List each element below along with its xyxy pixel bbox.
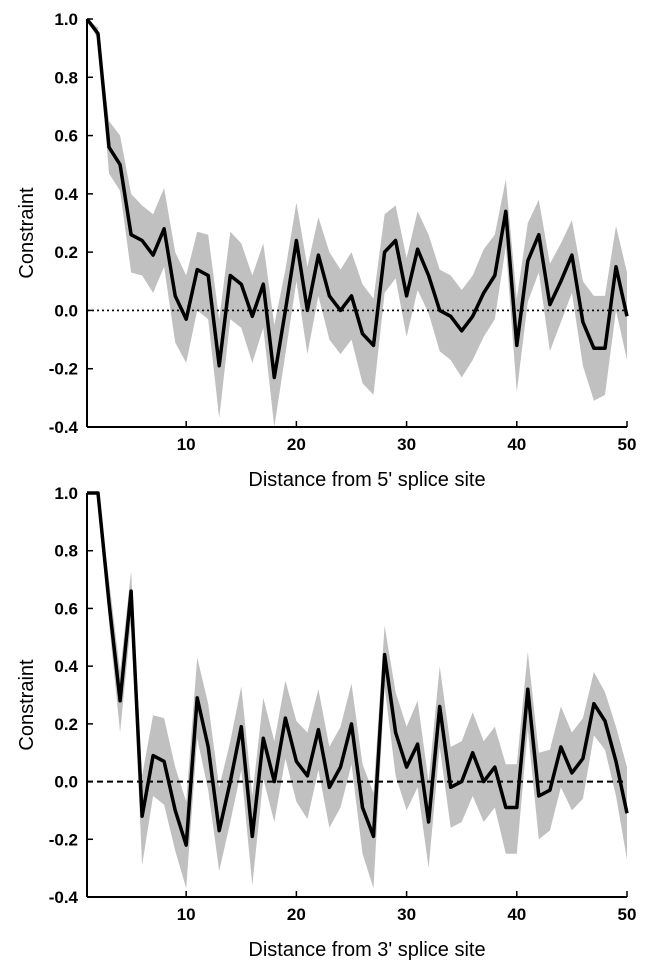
top-y-tick-label: 0.8 xyxy=(54,68,78,87)
bottom-y-axis-title: Constraint xyxy=(16,659,38,751)
top-y-tick-label: 0.4 xyxy=(54,185,78,204)
top-constraint-line xyxy=(85,17,629,380)
top-y-tick-label: 0.2 xyxy=(54,243,78,262)
bottom-x-tick-label: 40 xyxy=(507,905,526,924)
bottom-confidence-band xyxy=(87,493,627,889)
top-confidence-band xyxy=(87,19,627,427)
bottom-x-tick-label: 50 xyxy=(618,905,637,924)
top-x-tick-label: 20 xyxy=(287,435,306,454)
bottom-x-tick-label: 20 xyxy=(287,905,306,924)
bottom-y-tick-label: 0.0 xyxy=(54,773,78,792)
top-y-tick-label: -0.2 xyxy=(49,360,78,379)
bottom-x-axis-title: Distance from 3' splice site xyxy=(248,939,485,961)
bottom-constraint-line xyxy=(87,491,629,847)
top-x-tick-label: 10 xyxy=(177,435,196,454)
top-y-tick-label: 1.0 xyxy=(54,10,78,29)
bottom-x-tick-label: 10 xyxy=(177,905,196,924)
top-chart-panel: 1.0 0.8 0.6 0.4 0.2 0.0 -0.2 -0.4 10 20 30 40 50 Dist… xyxy=(16,10,636,491)
top-x-tick-label: 30 xyxy=(397,435,416,454)
top-x-axis-title: Distance from 5' splice site xyxy=(248,469,485,491)
bottom-y-tick-label: 0.2 xyxy=(54,715,78,734)
bottom-x-tick-label: 30 xyxy=(397,905,416,924)
bottom-y-tick-label: 1.0 xyxy=(54,484,78,503)
top-y-tick-label: -0.4 xyxy=(49,418,79,437)
bottom-y-tick-label: -0.2 xyxy=(49,830,78,849)
top-y-tick-label: 0.6 xyxy=(54,127,78,146)
top-y-axis-title: Constraint xyxy=(16,187,38,279)
bottom-y-tick-label: 0.4 xyxy=(54,657,78,676)
bottom-y-tick-label: 0.8 xyxy=(54,542,78,561)
top-x-tick-label: 40 xyxy=(507,435,526,454)
top-y-tick-label: 0.0 xyxy=(54,301,78,320)
bottom-y-tick-label: 0.6 xyxy=(54,599,78,618)
bottom-y-tick-label: -0.4 xyxy=(49,888,79,907)
top-x-tick-label: 50 xyxy=(618,435,637,454)
bottom-chart-panel: 1.0 0.8 0.6 0.4 0.2 0.0 -0.2 -0.4 10 20 30 40 50 Dist… xyxy=(16,484,636,961)
